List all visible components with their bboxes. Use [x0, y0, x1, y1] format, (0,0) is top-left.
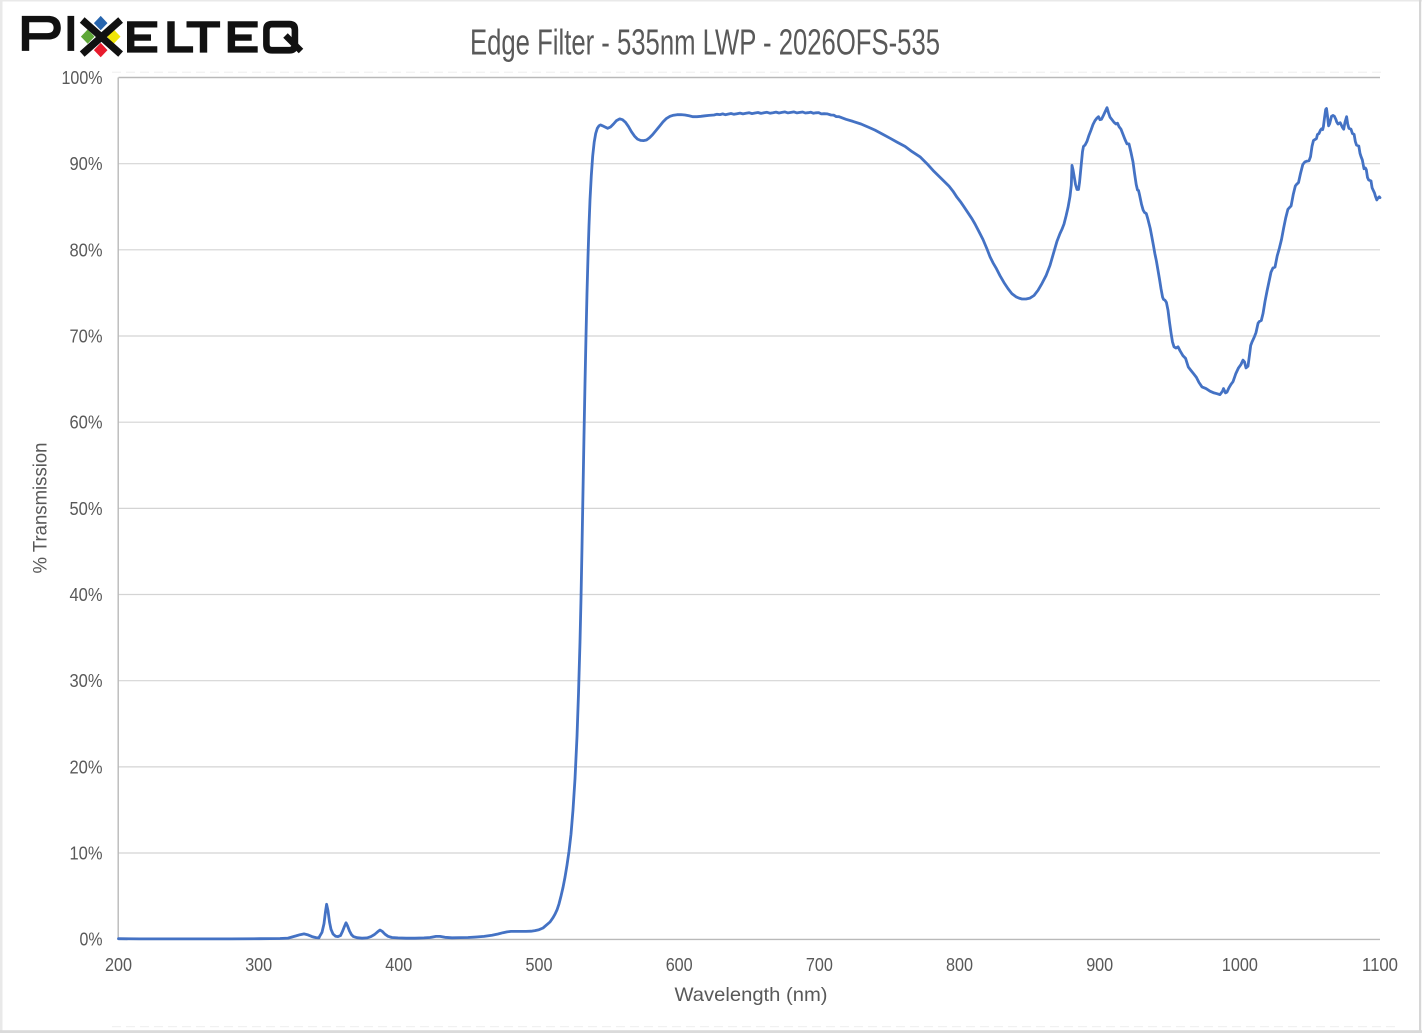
svg-text:800: 800	[946, 954, 973, 975]
svg-text:700: 700	[806, 954, 833, 975]
svg-text:500: 500	[526, 954, 553, 975]
svg-text:Edge Filter - 535nm LWP - 2026: Edge Filter - 535nm LWP - 2026OFS-535	[470, 22, 940, 63]
svg-text:50%: 50%	[70, 498, 103, 519]
svg-text:70%: 70%	[70, 326, 103, 347]
svg-text:60%: 60%	[70, 412, 103, 433]
svg-text:300: 300	[245, 954, 272, 975]
svg-text:% Transmission: % Transmission	[30, 443, 52, 574]
svg-text:Wavelength (nm): Wavelength (nm)	[675, 984, 828, 1006]
svg-text:30%: 30%	[70, 670, 103, 691]
svg-text:0%: 0%	[80, 929, 103, 950]
svg-text:90%: 90%	[70, 153, 103, 174]
svg-text:100%: 100%	[62, 67, 103, 88]
svg-text:1100: 1100	[1362, 954, 1398, 975]
svg-text:80%: 80%	[70, 239, 103, 260]
svg-text:600: 600	[666, 954, 693, 975]
svg-text:200: 200	[105, 954, 132, 975]
svg-text:900: 900	[1086, 954, 1113, 975]
svg-text:1000: 1000	[1222, 954, 1258, 975]
svg-text:10%: 10%	[70, 843, 103, 864]
svg-text:40%: 40%	[70, 584, 103, 605]
svg-text:400: 400	[385, 954, 412, 975]
svg-text:20%: 20%	[70, 756, 103, 777]
